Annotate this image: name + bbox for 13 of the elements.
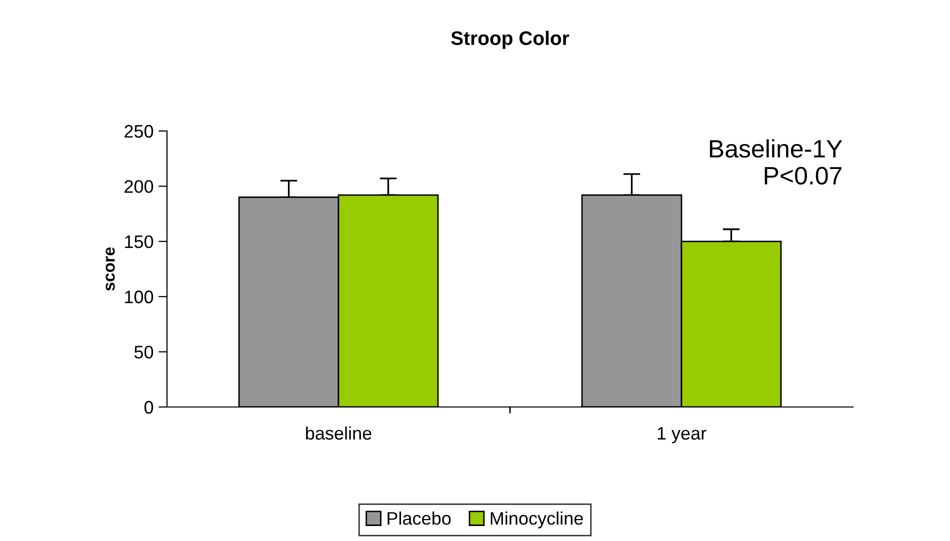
y-tick-label: 0 xyxy=(144,400,154,414)
x-tick-label: baseline xyxy=(306,426,372,440)
legend-label: Placebo xyxy=(388,512,451,525)
x-tick-label: 1 year xyxy=(658,427,706,444)
y-tick-label: 150 xyxy=(125,235,154,248)
y-tick-label: 100 xyxy=(125,290,154,304)
y-tick-label: 250 xyxy=(124,124,154,138)
y-axis-title: score xyxy=(106,247,115,291)
y-tick-label: 50 xyxy=(134,346,154,359)
chart-title: Stroop Color xyxy=(451,30,570,49)
annotation: Baseline-1Y P<0.07 xyxy=(710,139,842,185)
y-tick-label: 200 xyxy=(124,180,154,193)
legend-label: Minocycline xyxy=(490,512,583,528)
